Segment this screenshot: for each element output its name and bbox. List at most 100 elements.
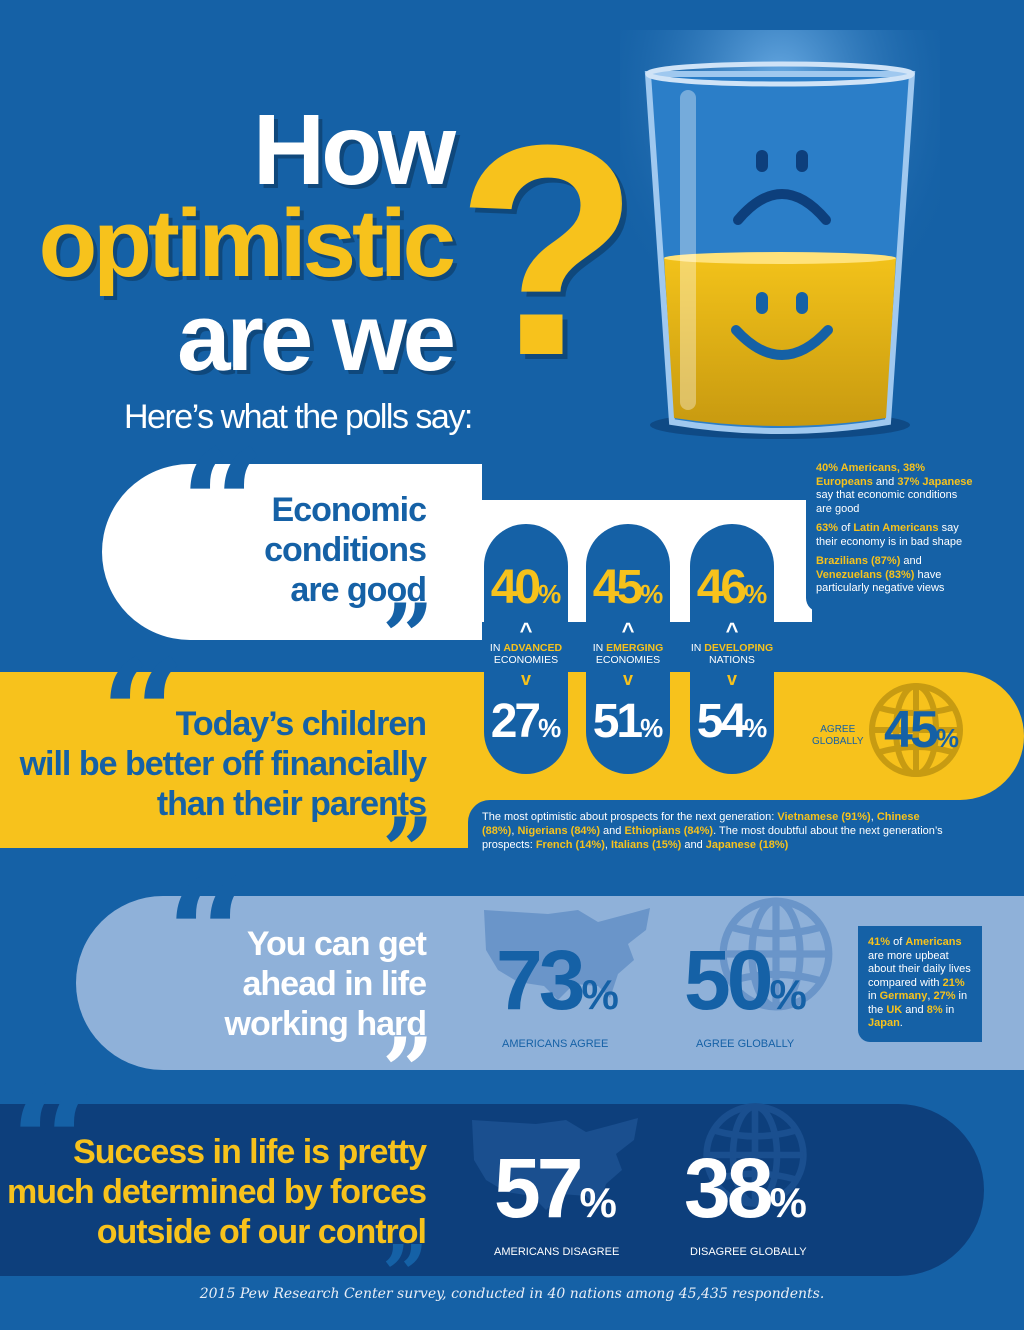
- pill-label-prefix: IN: [592, 642, 607, 654]
- globe-icon: [703, 1103, 807, 1207]
- statement-economy-line2: conditions: [264, 531, 427, 569]
- hard-work-note-m: 8%: [926, 1003, 943, 1016]
- title-question-mark: ?: [456, 82, 640, 418]
- economy-note-p1-d: say that economic conditions are good: [816, 489, 958, 515]
- quote-open-hard-work: “: [166, 847, 253, 1023]
- hard-work-note-g: Germany: [879, 990, 928, 1002]
- children-note-h1: Vietnamese (91%): [777, 811, 871, 823]
- children-value-developing: 54%: [690, 694, 774, 749]
- hard-work-note-i: 27%: [933, 990, 956, 1002]
- economy-note: 40% Americans, 38% Europeans and 37% Jap…: [816, 462, 976, 596]
- forces-global-value: 38%: [684, 1146, 807, 1230]
- quote-close-economy: ”: [382, 584, 434, 690]
- statement-hard-work: You can get ahead in life working hard: [224, 924, 428, 1044]
- children-note-h3: Nigerians (84%): [517, 825, 600, 837]
- pill-label-category: EMERGING: [606, 642, 664, 654]
- children-number: 27: [490, 695, 541, 748]
- forces-global-percent: %: [769, 1179, 807, 1226]
- children-value-emerging: 51%: [586, 694, 670, 749]
- caret-up-icon: ^: [725, 618, 739, 643]
- economy-note-p3-b: and: [900, 555, 922, 567]
- us-map-icon: [472, 1118, 638, 1210]
- statement-children-line1: Today’s children: [175, 705, 427, 743]
- economy-number: 46: [696, 561, 747, 614]
- hard-work-note-d: are more upbeat about their daily lives …: [868, 949, 971, 989]
- caret-down-icon: v: [622, 669, 633, 689]
- children-note-h2: Chinese (88%): [482, 811, 920, 837]
- sad-face-icon: [733, 150, 831, 225]
- children-global-percent: %: [935, 723, 959, 753]
- economy-note-p2-d: say their economy is in bad shape: [816, 522, 963, 548]
- economy-percent: %: [744, 579, 768, 609]
- hard-work-note-k: UK: [886, 1003, 903, 1016]
- pill-label-suffix: NATIONS: [709, 654, 755, 666]
- children-global-label-line2: GLOBALLY: [812, 736, 864, 747]
- title-line-how: How: [252, 94, 456, 206]
- title-line-are-we: are we: [177, 284, 456, 391]
- statement-children-line2: will be better off financially: [19, 745, 427, 783]
- forces-americans-label: AMERICANS DISAGREE: [494, 1246, 620, 1258]
- hard-work-americans-label: AMERICANS AGREE: [502, 1038, 609, 1050]
- us-map-icon: [484, 908, 650, 1000]
- hard-work-note-q: .: [899, 1017, 903, 1029]
- children-note-t4: and: [600, 825, 625, 837]
- hard-work-global-label: AGREE GLOBALLY: [696, 1038, 795, 1050]
- children-note-h5: French (14%): [535, 839, 605, 851]
- children-global-number: 45: [884, 701, 939, 759]
- pill-emerging: 45% ^ IN EMERGING ECONOMIES v 51%: [586, 524, 670, 774]
- pill-advanced: 40% ^ IN ADVANCED ECONOMIES v 27%: [484, 524, 568, 774]
- pill-label-category: DEVELOPING: [704, 642, 774, 654]
- forces-global-number: 38: [684, 1141, 773, 1235]
- children-note-h4: Ethiopians (84%): [624, 825, 714, 837]
- economy-note-p1-c: 37% Japanese: [897, 475, 973, 488]
- hard-work-note-b: of: [890, 936, 906, 948]
- children-note-h7: Japanese (18%): [705, 839, 789, 851]
- statement-hard-work-line3: working hard: [224, 1005, 427, 1043]
- pill-label-developing: IN DEVELOPING NATIONS: [680, 642, 784, 666]
- economy-number: 40: [490, 561, 541, 614]
- hard-work-note-e: 21%: [942, 976, 965, 989]
- globe-icon: [719, 897, 833, 1011]
- caret-down-icon: v: [726, 669, 737, 689]
- pill-label-advanced: IN ADVANCED ECONOMIES: [474, 642, 578, 666]
- hard-work-americans-value: 73%: [496, 938, 619, 1022]
- economy-value-emerging: 45%: [586, 560, 670, 615]
- children-global-label-line1: AGREE: [820, 724, 856, 735]
- pill-label-prefix: IN: [489, 642, 504, 654]
- economy-number: 45: [592, 561, 643, 614]
- quote-close-hard-work: ”: [382, 1018, 434, 1124]
- hard-work-note-j: in the: [868, 990, 968, 1016]
- quote-open-children: “: [100, 627, 187, 803]
- statement-forces-line2: much determined by forces: [6, 1173, 427, 1211]
- economy-note-box: [806, 452, 982, 612]
- economy-note-p1: 40% Americans, 38% Europeans and 37% Jap…: [816, 462, 976, 516]
- pill-label-emerging: IN EMERGING ECONOMIES: [576, 642, 680, 666]
- statement-hard-work-line1: You can get: [246, 925, 427, 963]
- hard-work-americans-number: 73: [496, 933, 585, 1027]
- children-number: 54: [696, 695, 747, 748]
- footer-source: 2015 Pew Research Center survey, conduct…: [199, 1286, 825, 1302]
- quote-close-forces: ”: [382, 1227, 429, 1321]
- band-economy-tab-curve: [420, 464, 480, 506]
- economy-value-developing: 46%: [690, 560, 774, 615]
- economy-percent: %: [640, 579, 664, 609]
- statement-economy-line3: are good: [290, 571, 427, 609]
- caret-up-icon: ^: [519, 618, 533, 643]
- hard-work-note-n: in: [942, 1003, 955, 1016]
- hard-work-global-value: 50%: [684, 938, 807, 1022]
- statement-forces-line3: outside of our control: [96, 1213, 427, 1251]
- forces-global-label: DISAGREE GLOBALLY: [690, 1246, 807, 1258]
- children-note-t7: and: [681, 839, 706, 851]
- hard-work-note-a: 41%: [868, 936, 891, 948]
- band-children-note-bg: [468, 800, 1024, 860]
- economy-note-p3: Brazilians (87%) and Venezuelans (83%) h…: [816, 555, 976, 596]
- economy-note-p3-d: have particularly negative views: [816, 568, 945, 595]
- statement-hard-work-line2: ahead in life: [242, 965, 428, 1003]
- children-value-advanced: 27%: [484, 694, 568, 749]
- glass-icon: [620, 30, 940, 450]
- economy-note-p1-a: 40% Americans, 38% Europeans: [816, 462, 926, 488]
- children-note: The most optimistic about prospects for …: [482, 810, 952, 852]
- children-note-h6: Italians (15%): [611, 839, 682, 851]
- children-note-t1: The most optimistic about prospects for …: [482, 811, 778, 823]
- pill-developing: 46% ^ IN DEVELOPING NATIONS v 54%: [690, 524, 774, 774]
